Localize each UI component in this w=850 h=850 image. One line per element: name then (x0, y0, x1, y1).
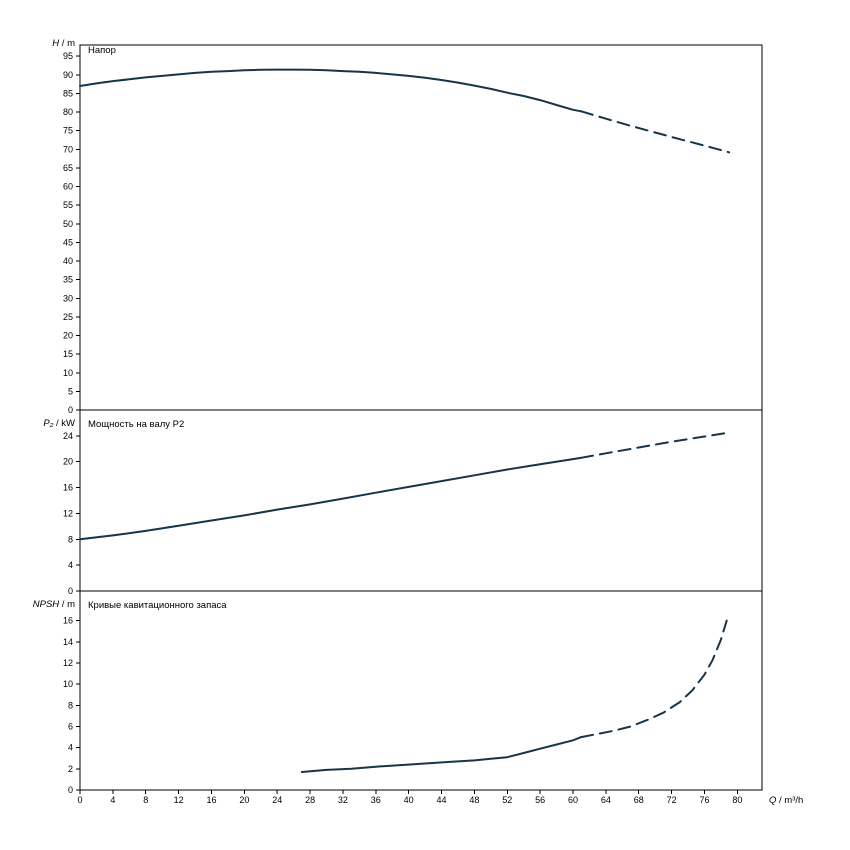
panel-title: Кривые кавитационного запаса (88, 600, 227, 611)
y-tick-label: 0 (68, 785, 73, 795)
x-axis-label: Q / m³/h (769, 795, 803, 806)
panel-border (79, 590, 763, 791)
shaft-power-solid (79, 456, 583, 541)
shaft-power-extrapolated (580, 431, 731, 459)
x-tick-label: 20 (239, 795, 249, 805)
y-tick-label: 20 (63, 331, 73, 341)
x-tick-label: 76 (699, 795, 709, 805)
x-tick-label: 80 (732, 795, 742, 805)
y-tick-label: 75 (63, 126, 73, 136)
y-tick-label: 80 (63, 107, 73, 117)
y-tick-label: 16 (63, 483, 73, 493)
y-tick-label: 20 (63, 457, 73, 467)
x-tick-label: 4 (110, 795, 115, 805)
x-tick-label: 52 (502, 795, 512, 805)
y-tick-label: 95 (63, 51, 73, 61)
head-curve-solid (79, 68, 583, 113)
panel-title: Мощность на валу P2 (88, 419, 184, 430)
x-tick-label: 56 (535, 795, 545, 805)
y-tick-label: 65 (63, 163, 73, 173)
x-tick-label: 0 (77, 795, 82, 805)
y-tick-label: 16 (63, 616, 73, 626)
y-tick-label: 25 (63, 312, 73, 322)
panel-border (79, 44, 763, 411)
npsh-curve-extrapolated (580, 619, 728, 739)
x-tick-label: 68 (634, 795, 644, 805)
x-tick-label: 28 (305, 795, 315, 805)
y-tick-label: 14 (63, 637, 73, 647)
x-tick-label: 16 (206, 795, 216, 805)
y-tick-label: 90 (63, 70, 73, 80)
y-axis-label: NPSH / m (33, 599, 75, 610)
x-tick-label: 40 (404, 795, 414, 805)
y-tick-label: 50 (63, 219, 73, 229)
x-tick-label: 36 (371, 795, 381, 805)
x-tick-label: 12 (174, 795, 184, 805)
y-tick-label: 24 (63, 431, 73, 441)
y-tick-label: 15 (63, 349, 73, 359)
y-tick-label: 4 (68, 560, 73, 570)
panel-border (79, 409, 763, 592)
y-tick-label: 0 (68, 586, 73, 596)
y-tick-label: 10 (63, 368, 73, 378)
y-tick-label: 10 (63, 679, 73, 689)
npsh-curve-solid (300, 736, 583, 773)
x-tick-label: 60 (568, 795, 578, 805)
y-axis-label: P₂ / kW (43, 418, 75, 429)
x-tick-label: 64 (601, 795, 611, 805)
x-tick-label: 24 (272, 795, 282, 805)
y-tick-label: 6 (68, 721, 73, 731)
y-axis-label: H / m (52, 38, 75, 49)
x-tick-label: 8 (143, 795, 148, 805)
y-tick-label: 85 (63, 88, 73, 98)
y-tick-label: 55 (63, 200, 73, 210)
y-tick-label: 12 (63, 658, 73, 668)
y-tick-label: 0 (68, 405, 73, 415)
y-tick-label: 4 (68, 743, 73, 753)
y-tick-label: 45 (63, 237, 73, 247)
y-tick-label: 60 (63, 182, 73, 192)
panel-title: Напор (88, 45, 116, 56)
x-tick-label: 44 (437, 795, 447, 805)
y-tick-label: 30 (63, 293, 73, 303)
y-tick-label: 40 (63, 256, 73, 266)
head-curve-extrapolated (580, 110, 731, 154)
x-tick-label: 48 (469, 795, 479, 805)
y-tick-label: 5 (68, 386, 73, 396)
y-tick-label: 35 (63, 275, 73, 285)
y-tick-label: 2 (68, 764, 73, 774)
x-tick-label: 32 (338, 795, 348, 805)
y-tick-label: 8 (68, 700, 73, 710)
y-tick-label: 12 (63, 508, 73, 518)
y-tick-label: 8 (68, 534, 73, 544)
y-tick-label: 70 (63, 144, 73, 154)
x-tick-label: 72 (667, 795, 677, 805)
